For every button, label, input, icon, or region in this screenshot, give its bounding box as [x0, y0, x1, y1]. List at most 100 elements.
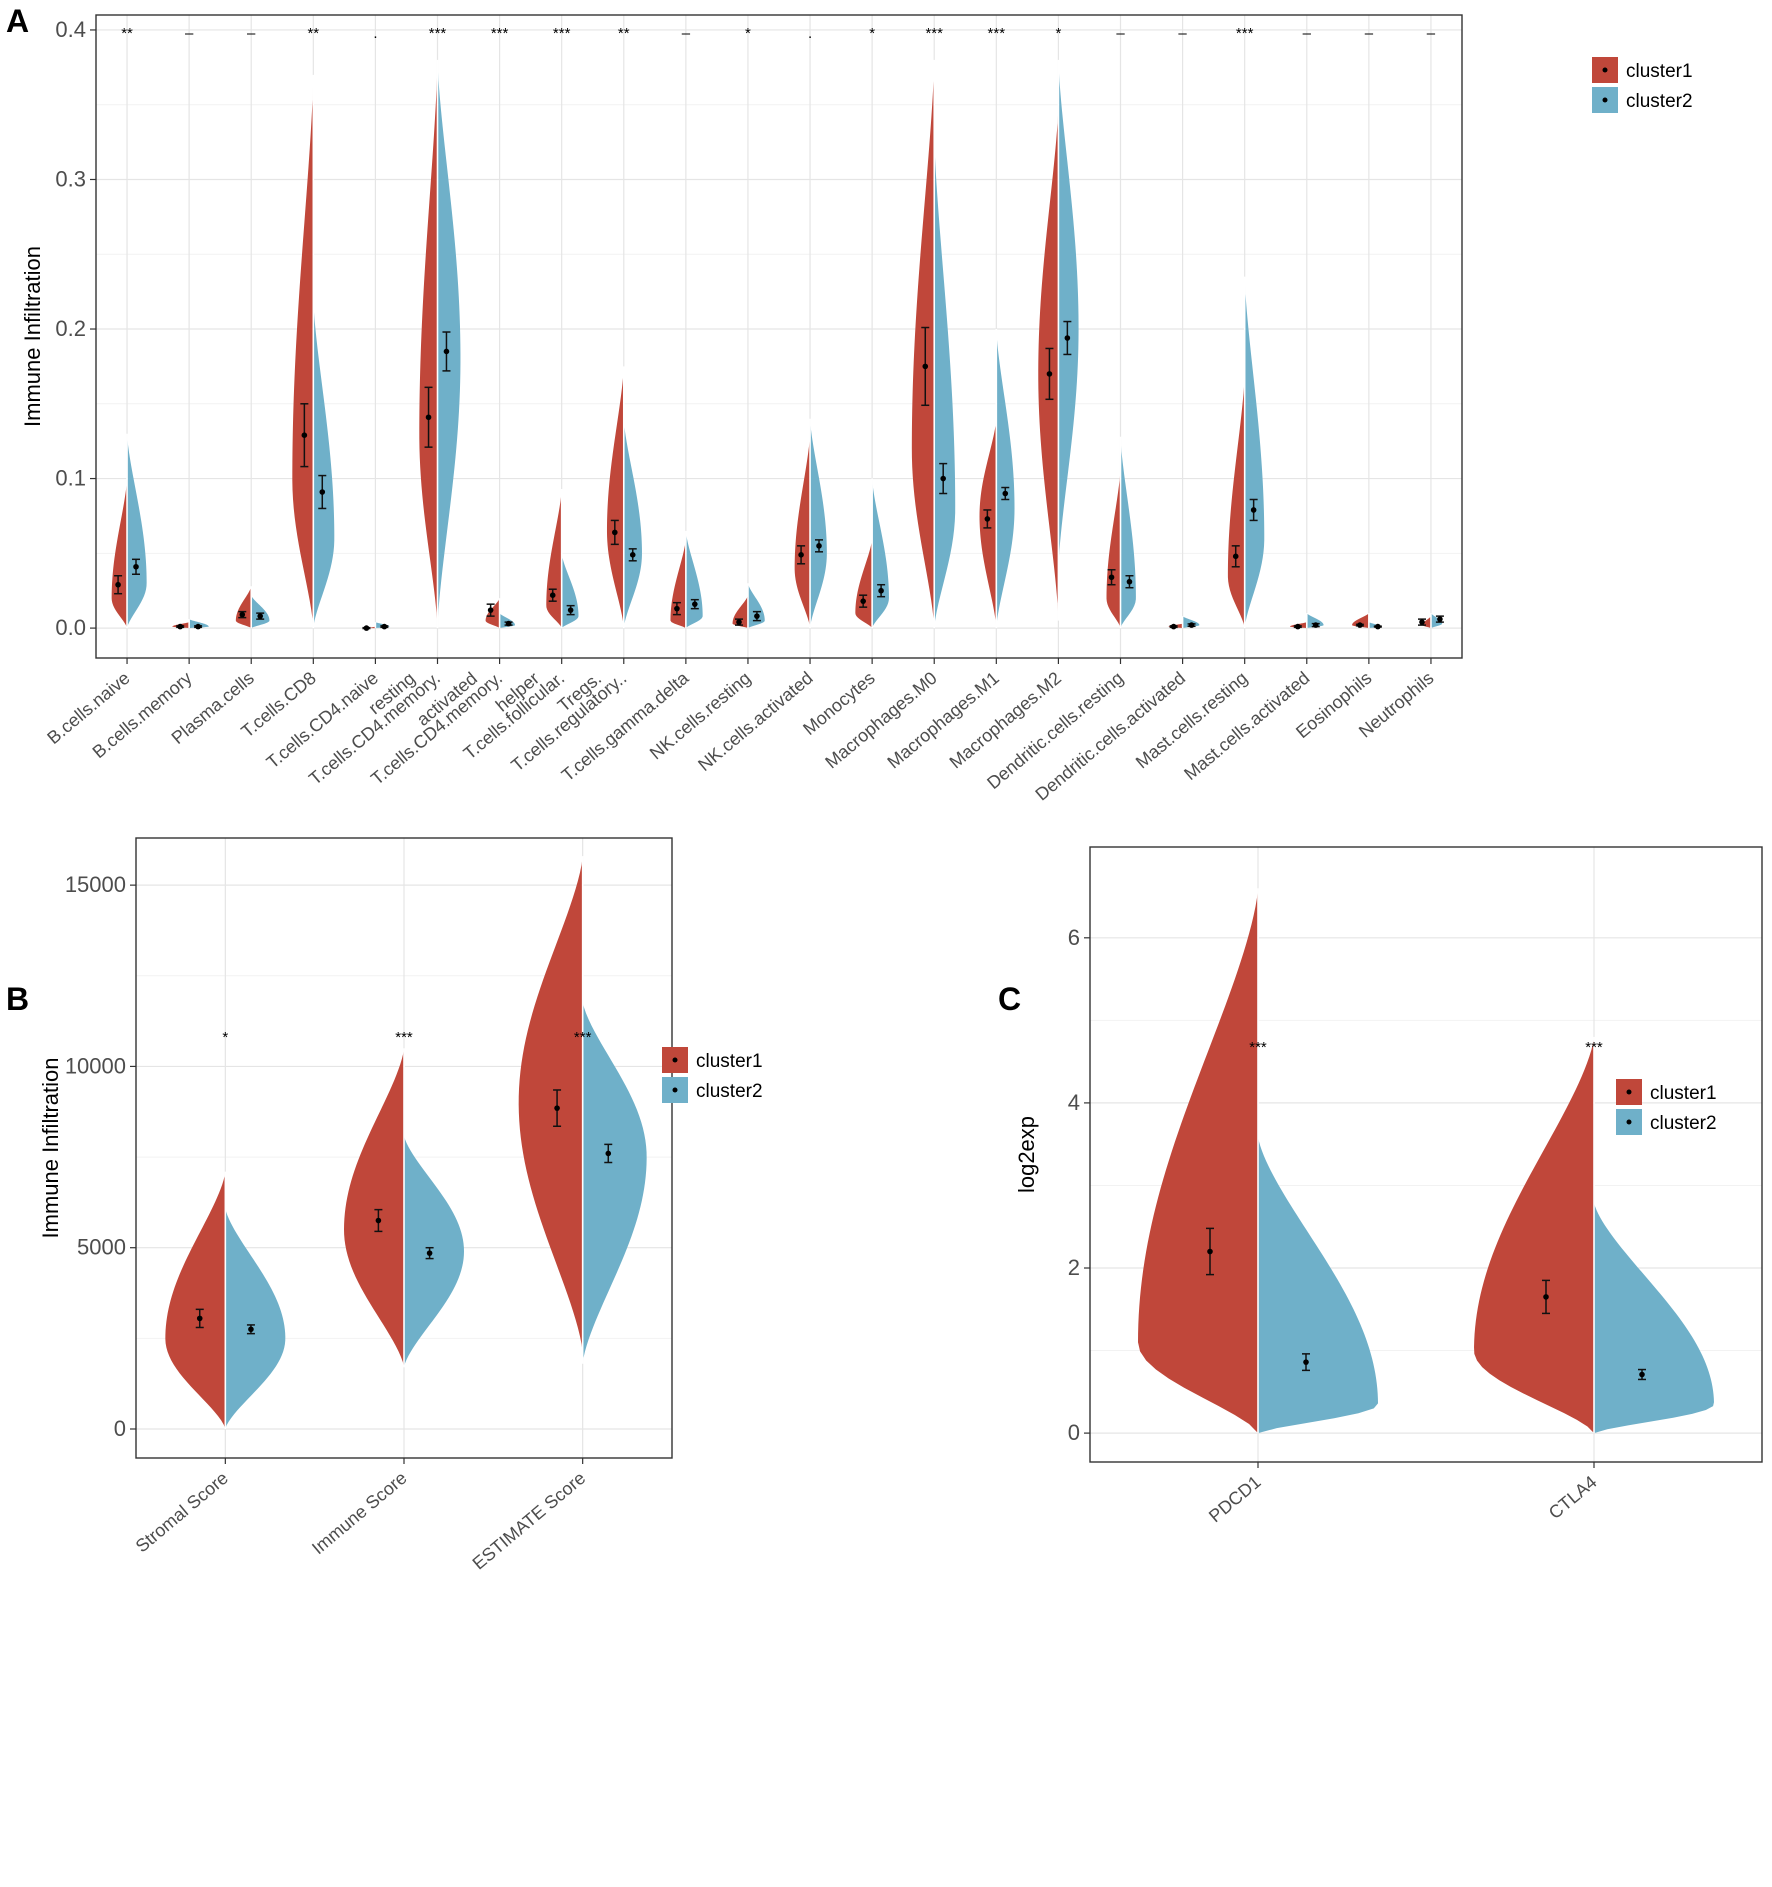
mean-point — [736, 619, 742, 625]
mean-point — [1303, 1359, 1309, 1365]
y-tick-label: 0.2 — [55, 316, 86, 341]
violin-cluster2 — [189, 619, 209, 629]
mean-point — [629, 552, 636, 558]
violin-cluster2 — [127, 433, 147, 629]
violin-cluster1 — [546, 489, 562, 629]
y-tick-label: 0 — [114, 1416, 126, 1441]
significance-label: *** — [1585, 1039, 1603, 1056]
mean-point — [375, 1217, 382, 1224]
mean-point — [115, 581, 121, 588]
y-tick-label: 15000 — [65, 872, 126, 897]
mean-point — [1064, 335, 1071, 341]
mean-point — [612, 529, 618, 536]
mean-point — [301, 432, 308, 438]
significance-label: *** — [988, 25, 1006, 42]
mean-point — [1002, 490, 1009, 497]
mean-point — [363, 625, 370, 631]
violin-cluster2 — [996, 329, 1015, 629]
mean-point — [549, 592, 556, 598]
mean-point — [860, 598, 866, 604]
mean-point — [674, 605, 680, 612]
mean-point — [1357, 622, 1363, 628]
mean-point — [554, 1105, 560, 1111]
violin-cluster2 — [685, 530, 703, 629]
violin-cluster2 — [582, 1001, 647, 1364]
violin-cluster2 — [313, 299, 335, 629]
mean-point — [816, 543, 822, 549]
significance-label: *** — [429, 25, 447, 42]
panel-label-a: A — [6, 3, 29, 39]
violin-cluster2 — [747, 583, 765, 629]
mean-point — [1232, 553, 1239, 560]
significance-label: * — [1055, 25, 1061, 42]
violin-cluster2 — [1058, 59, 1079, 569]
panel-label-c: C — [998, 981, 1021, 1017]
violin-cluster2 — [934, 134, 956, 629]
panel-label-b: B — [6, 981, 29, 1017]
significance-label: – — [1427, 25, 1436, 42]
significance-label: . — [808, 25, 812, 42]
legend: cluster1 cluster2 — [1616, 1079, 1717, 1135]
violin-cluster2 — [437, 59, 461, 629]
significance-label: *** — [1236, 25, 1254, 42]
violin-cluster1 — [165, 1171, 226, 1429]
violin-cluster2 — [404, 1135, 464, 1368]
violin-cluster1 — [1138, 888, 1258, 1434]
mean-point — [257, 613, 263, 619]
violin-cluster2 — [623, 418, 642, 629]
legend-label-cluster1: cluster1 — [1650, 1083, 1717, 1104]
plot-frame — [1089, 846, 1763, 1463]
violin-cluster1 — [606, 366, 624, 629]
mean-point — [922, 363, 929, 370]
mean-point — [248, 1326, 254, 1333]
violin-cluster2 — [1244, 276, 1265, 629]
y-tick-label: 5000 — [77, 1235, 126, 1260]
mean-point — [567, 607, 574, 613]
mean-point — [1046, 371, 1053, 377]
mean-point — [1295, 623, 1301, 630]
violin-cluster1 — [419, 59, 438, 629]
significance-label: *** — [491, 25, 509, 42]
violin-cluster1 — [518, 856, 583, 1353]
mean-point — [239, 611, 246, 618]
mean-point — [426, 1250, 433, 1256]
significance-label: *** — [925, 25, 943, 42]
mean-point — [1639, 1371, 1645, 1378]
panel-c: ***PDCD1***CTLA40246log2expcluster1clust… — [1014, 846, 1763, 1526]
y-tick-label: 0 — [1068, 1420, 1080, 1445]
significance-label: – — [185, 25, 194, 42]
mean-point — [1250, 507, 1257, 513]
violin-cluster2 — [1120, 436, 1136, 629]
violin-cluster2 — [872, 478, 889, 629]
y-tick-label: 0.3 — [55, 166, 86, 191]
violin-cluster2 — [810, 418, 827, 629]
legend: cluster1 cluster2 — [662, 1047, 763, 1103]
mean-point — [605, 1150, 612, 1157]
mean-point — [1126, 578, 1133, 585]
significance-label: * — [222, 1029, 228, 1046]
violin-cluster2 — [251, 595, 270, 629]
violin-cluster2 — [1594, 1201, 1714, 1434]
panel-b: *Stromal Score***Immune Score***ESTIMATE… — [38, 837, 763, 1574]
significance-label: *** — [1249, 1039, 1267, 1056]
legend-label-cluster1: cluster1 — [1626, 61, 1693, 82]
violin-cluster1 — [1106, 468, 1121, 629]
y-tick-label: 0.4 — [55, 17, 86, 42]
y-tick-label: 2 — [1068, 1255, 1080, 1280]
violin-cluster1 — [1038, 104, 1059, 621]
significance-label: * — [745, 25, 751, 42]
mean-point — [1108, 574, 1115, 581]
mean-point — [878, 587, 884, 594]
legend-point — [1626, 1089, 1632, 1095]
plot-frame — [95, 14, 1463, 659]
mean-point — [692, 601, 698, 607]
mean-point — [133, 563, 139, 570]
legend-point — [1602, 67, 1608, 73]
violin-cluster1 — [855, 538, 873, 629]
violin-cluster1 — [911, 59, 935, 629]
significance-label: *** — [574, 1029, 592, 1046]
legend-label-cluster2: cluster2 — [696, 1081, 763, 1102]
mean-point — [940, 475, 946, 482]
significance-label: – — [1116, 25, 1125, 42]
